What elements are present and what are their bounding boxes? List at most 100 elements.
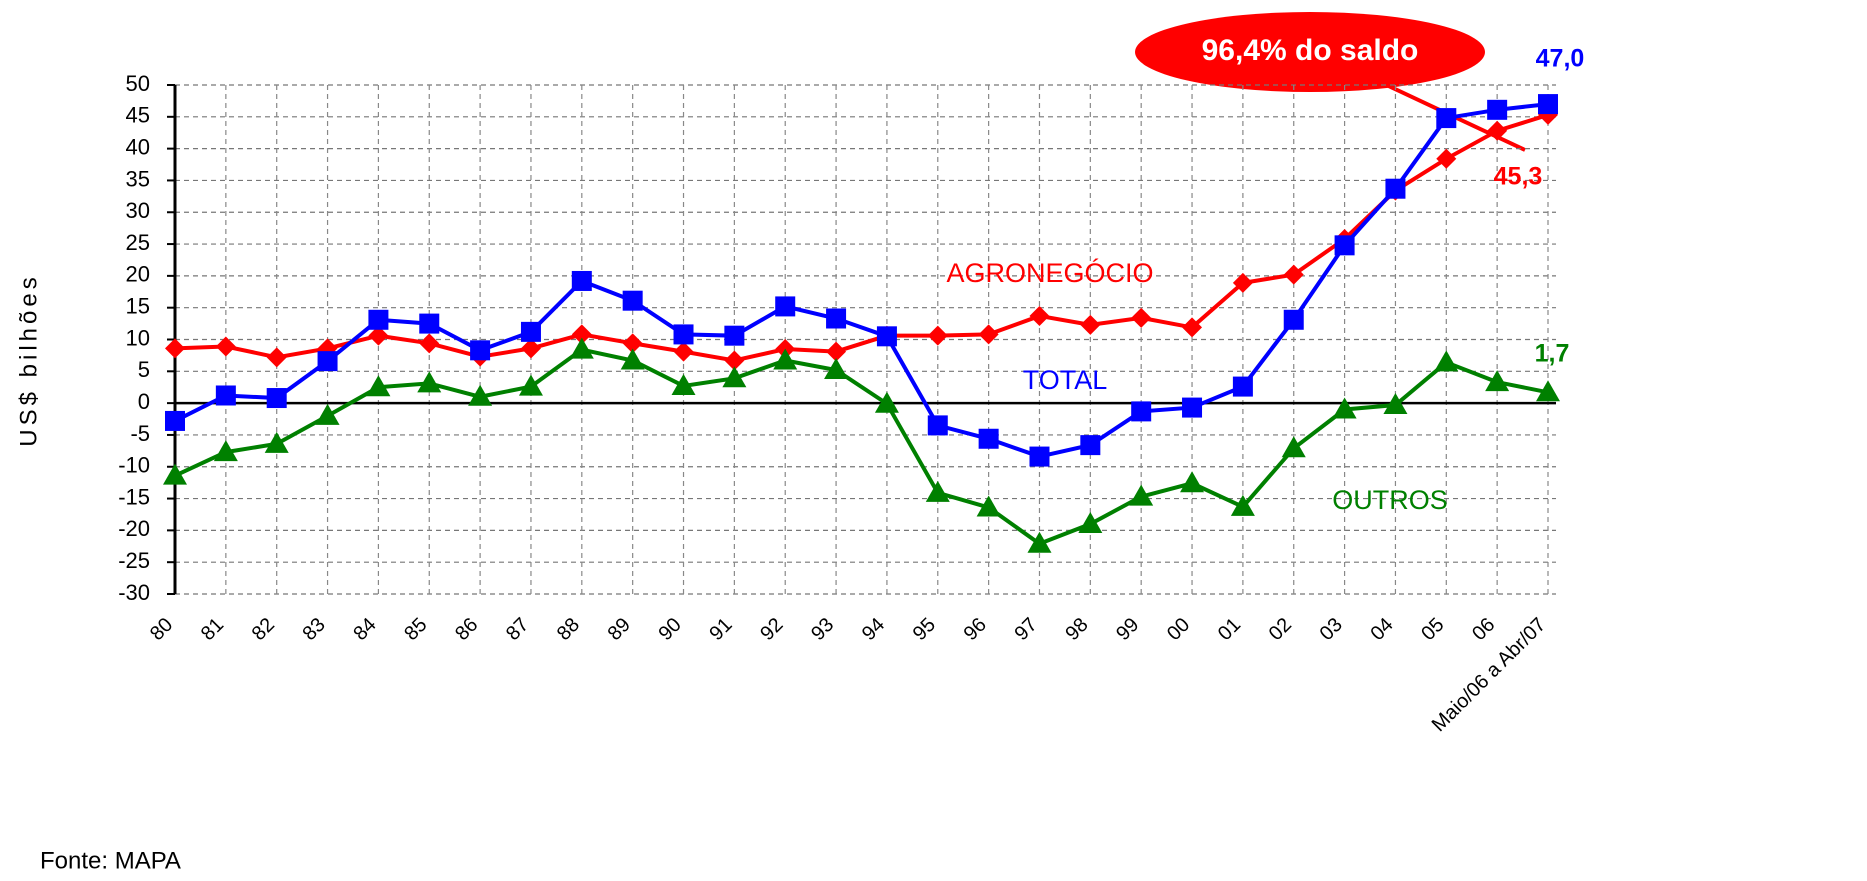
x-tick-label: 03: [1316, 614, 1347, 645]
series-line: [174, 347, 1549, 546]
x-tick-label: 05: [1417, 614, 1448, 645]
point: [1283, 264, 1304, 285]
series-label: TOTAL: [1023, 365, 1108, 395]
point: [315, 403, 340, 425]
point: [165, 338, 185, 359]
annotation: 96,4% do saldo: [1202, 34, 1419, 67]
point: [1487, 99, 1508, 120]
point: [773, 348, 798, 370]
x-tick-label: 06: [1468, 614, 1499, 645]
point: [165, 410, 185, 431]
point: [213, 440, 238, 462]
point: [622, 290, 643, 311]
y-tick-label: -30: [118, 580, 150, 605]
point: [622, 333, 643, 354]
point: [571, 270, 592, 291]
point: [419, 333, 440, 354]
point: [215, 336, 236, 357]
point: [927, 415, 948, 436]
x-tick-label: 94: [858, 614, 889, 645]
x-tick-label: 98: [1061, 614, 1092, 645]
point: [1334, 235, 1355, 256]
point: [826, 308, 847, 329]
x-tick-label: 97: [1010, 614, 1041, 645]
x-tick-label: 88: [553, 614, 584, 645]
point: [724, 325, 745, 346]
y-axis-label: US$ bilhões: [15, 273, 42, 446]
point: [470, 340, 491, 361]
y-tick-label: 20: [126, 262, 150, 287]
point: [927, 325, 948, 346]
y-tick-label: 0: [138, 389, 150, 414]
point: [673, 324, 694, 345]
series-label: AGRONEGÓCIO: [946, 257, 1153, 288]
point: [1487, 120, 1508, 141]
point: [976, 495, 1001, 517]
point: [874, 391, 899, 413]
point: [876, 326, 897, 347]
series-label: OUTROS: [1332, 485, 1448, 515]
point: [1385, 178, 1406, 199]
point: [620, 348, 645, 370]
point: [368, 325, 389, 346]
point: [1131, 307, 1152, 328]
x-tick-label: 90: [654, 614, 685, 645]
x-tick-label: 02: [1265, 614, 1296, 645]
point: [1080, 314, 1101, 335]
point: [520, 321, 541, 342]
x-tick-label: 93: [807, 614, 838, 645]
y-tick-label: 15: [126, 294, 150, 319]
point: [1332, 397, 1357, 419]
x-tick-label: 82: [248, 614, 279, 645]
x-tick-label: 04: [1366, 614, 1397, 645]
point: [417, 371, 442, 393]
y-tick-label: 35: [126, 166, 150, 191]
value-label: 45,3: [1494, 163, 1543, 191]
x-tick-label: 87: [502, 614, 533, 645]
x-tick-label: 00: [1163, 614, 1194, 645]
point: [266, 347, 287, 368]
point: [266, 388, 287, 409]
x-tick-label: 89: [604, 614, 635, 645]
x-tick-label: 96: [960, 614, 991, 645]
y-tick-label: -5: [130, 421, 150, 446]
x-tick-label: 99: [1112, 614, 1143, 645]
y-tick-label: 5: [138, 357, 150, 382]
point: [518, 374, 543, 396]
value-label: 1,7: [1535, 340, 1570, 368]
y-tick-label: 25: [126, 230, 150, 255]
point: [1232, 272, 1253, 293]
point: [1232, 376, 1253, 397]
point: [978, 428, 999, 449]
x-tick-label: 95: [909, 614, 940, 645]
point: [1434, 350, 1459, 372]
x-tick-label: 83: [299, 614, 330, 645]
point: [1027, 531, 1052, 553]
point: [978, 324, 999, 345]
series-line: [174, 112, 1549, 363]
x-tick-label: 81: [197, 614, 228, 645]
point: [1029, 446, 1050, 467]
point: [419, 313, 440, 334]
point: [1485, 370, 1510, 392]
point: [1129, 484, 1154, 506]
x-tick-label: 85: [400, 614, 431, 645]
y-tick-label: -15: [118, 484, 150, 509]
point: [1230, 494, 1255, 516]
point: [1131, 401, 1152, 422]
point: [724, 350, 745, 371]
point: [925, 480, 950, 502]
point: [1283, 309, 1304, 330]
y-tick-label: -20: [118, 516, 150, 541]
point: [1029, 305, 1050, 326]
point: [1080, 435, 1101, 456]
x-tick-label: 86: [451, 614, 482, 645]
point: [520, 338, 541, 359]
y-tick-label: 30: [126, 198, 150, 223]
x-tick-label: 01: [1214, 614, 1245, 645]
y-tick-label: 10: [126, 325, 150, 350]
point: [673, 341, 694, 362]
y-tick-label: 50: [126, 71, 150, 96]
point: [571, 324, 592, 345]
